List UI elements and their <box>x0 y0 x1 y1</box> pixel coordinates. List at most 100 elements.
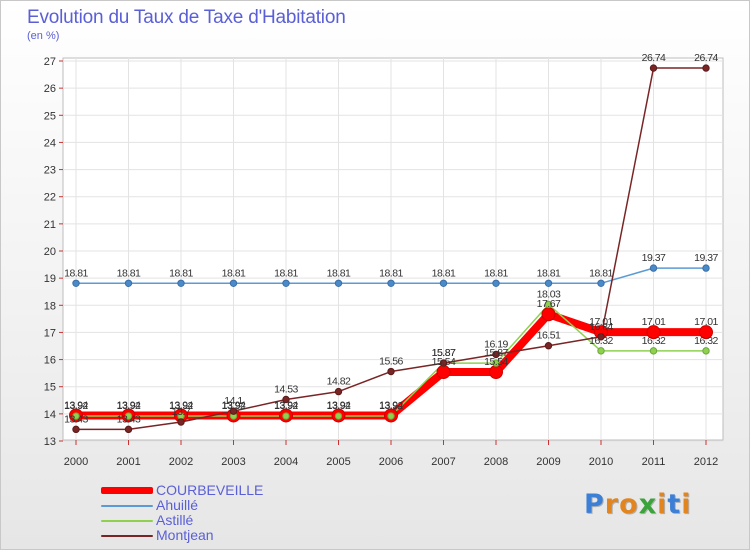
x-tick-label: 2008 <box>484 456 508 468</box>
series-points <box>69 64 713 434</box>
data-label: 13.94 <box>327 399 351 411</box>
chart-subtitle: (en %) <box>27 30 60 42</box>
chart-title: Evolution du Taux de Taxe d'Habitation <box>27 7 346 28</box>
data-point <box>387 367 395 376</box>
y-tick-label: 24 <box>44 137 56 149</box>
data-labels: 13.94 13.94 13.94 13.94 13.94 13.94 13.94 15.54… <box>64 52 719 425</box>
data-point <box>229 407 238 415</box>
data-label: 14.82 <box>327 376 351 388</box>
data-point <box>439 279 448 287</box>
legend-label: Ahuillé <box>156 497 199 513</box>
data-point <box>597 347 605 355</box>
data-label: 18.81 <box>379 267 403 279</box>
data-label: 17.01 <box>694 316 718 328</box>
data-point <box>124 425 133 434</box>
data-label: 26.74 <box>642 52 666 64</box>
data-label: 15.87 <box>432 347 456 359</box>
data-point <box>544 300 553 309</box>
x-axis-ticks: 2000 2001 2002 2003 2004 2005 2006 2007 2008 2009… <box>64 440 718 468</box>
y-tick-label: 22 <box>44 192 56 204</box>
data-label: 13.94 <box>169 399 193 411</box>
x-tick-label: 2011 <box>642 456 666 468</box>
data-label: 19.37 <box>694 252 718 264</box>
y-tick-label: 23 <box>44 165 56 177</box>
x-tick-label: 2001 <box>116 456 140 468</box>
data-label: 13.94 <box>222 399 246 411</box>
data-point <box>282 279 290 287</box>
data-point <box>124 279 133 287</box>
data-label: 26.74 <box>694 52 718 64</box>
y-tick-label: 19 <box>44 273 56 285</box>
x-tick-label: 2012 <box>694 456 718 468</box>
x-tick-label: 2005 <box>326 456 350 468</box>
data-point <box>646 325 661 340</box>
data-point <box>492 359 500 367</box>
data-point <box>544 279 553 287</box>
data-label: 17.67 <box>537 298 561 310</box>
data-point <box>177 418 185 426</box>
data-label: 18.81 <box>484 267 508 279</box>
data-label: 13.92 <box>327 400 351 412</box>
data-label: 16.84 <box>589 321 613 333</box>
legend-item-astille: Astillé <box>101 513 331 528</box>
legend-item-ahuille: Ahuillé <box>101 498 331 513</box>
legend-label: Montjean <box>156 527 214 543</box>
data-label: 18.03 <box>537 288 561 300</box>
data-label: 15.87 <box>432 347 456 359</box>
data-point <box>72 279 80 287</box>
y-tick-label: 26 <box>44 83 56 95</box>
x-tick-label: 2002 <box>169 456 193 468</box>
data-label: 18.81 <box>589 267 613 279</box>
legend-swatch <box>101 520 153 522</box>
data-label: 16.32 <box>642 335 666 347</box>
data-label: 15.54 <box>484 356 508 368</box>
data-label: 18.81 <box>327 267 351 279</box>
data-label: 17.01 <box>642 316 666 328</box>
data-point <box>597 279 605 287</box>
y-tick-label: 25 <box>44 110 56 122</box>
data-label: 15.87 <box>484 347 508 359</box>
data-label: 16.51 <box>537 330 561 342</box>
y-tick-label: 14 <box>44 409 56 421</box>
data-point <box>649 347 658 355</box>
data-point <box>177 279 185 287</box>
x-tick-label: 2010 <box>589 456 613 468</box>
x-tick-label: 2003 <box>221 456 245 468</box>
data-point <box>282 412 290 420</box>
proxiti-logo: Proxiti <box>584 489 692 520</box>
y-tick-label: 27 <box>44 56 56 68</box>
data-label: 13.92 <box>274 400 298 412</box>
data-point <box>702 64 710 72</box>
data-point <box>334 279 343 287</box>
data-label: 18.81 <box>169 267 193 279</box>
data-point <box>699 325 713 340</box>
x-tick-label: 2004 <box>274 456 298 468</box>
data-label: 13.7 <box>172 406 191 418</box>
logo-letter: i <box>681 489 692 520</box>
data-label: 16.19 <box>484 338 508 350</box>
logo-letter: i <box>657 489 668 520</box>
data-point <box>334 387 343 396</box>
plot-area <box>62 57 724 441</box>
data-label: 13.92 <box>117 400 141 412</box>
logo-letter: x <box>638 489 658 520</box>
legend-item-courbeveille: COURBEVEILLE <box>101 483 331 498</box>
data-label: 18.81 <box>274 267 298 279</box>
data-point <box>124 412 133 420</box>
data-point <box>439 359 448 367</box>
data-label: 15.54 <box>432 356 456 368</box>
y-tick-label: 17 <box>44 327 56 339</box>
legend-label: COURBEVEILLE <box>156 482 264 498</box>
data-label: 14.53 <box>274 383 298 395</box>
logo-letter: t <box>667 489 682 520</box>
data-point <box>702 347 710 355</box>
data-point <box>492 350 500 359</box>
data-label: 17.01 <box>589 316 613 328</box>
data-point <box>229 279 238 287</box>
x-tick-label: 2009 <box>536 456 560 468</box>
y-tick-label: 13 <box>44 436 56 448</box>
data-point <box>387 279 395 287</box>
data-label: 18.81 <box>432 267 456 279</box>
